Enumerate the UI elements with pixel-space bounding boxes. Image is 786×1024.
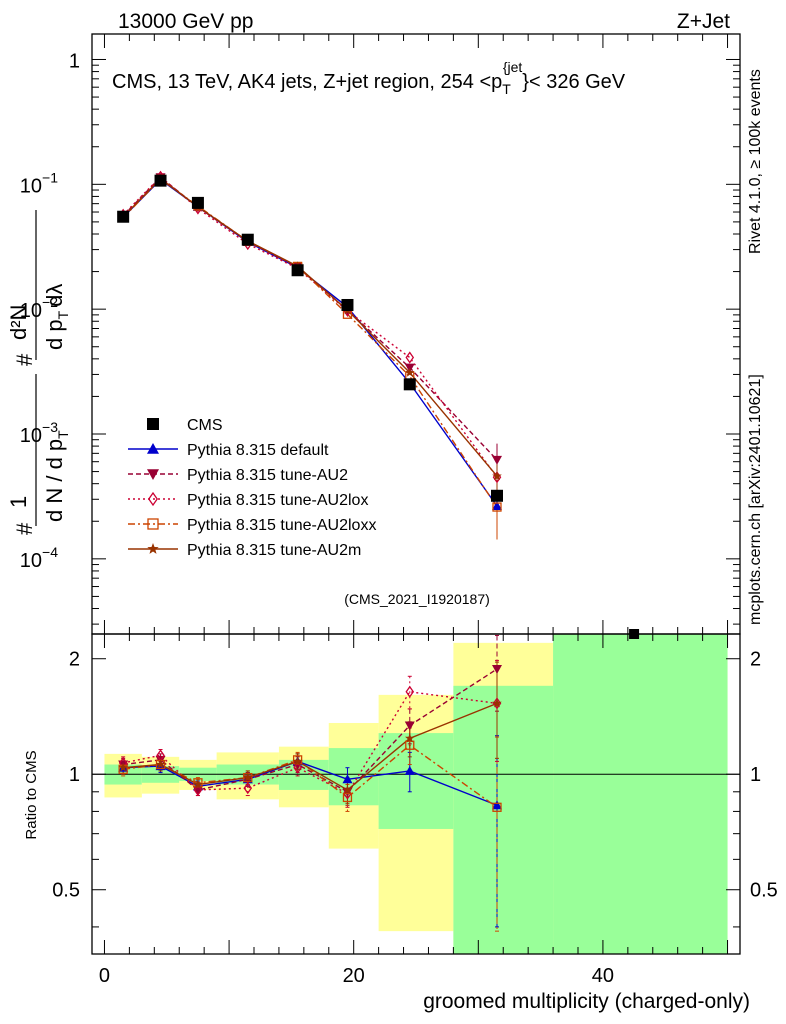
legend-label: Pythia 8.315 tune-AU2lox — [187, 492, 368, 509]
cms-point — [341, 298, 354, 311]
legend-marker — [147, 418, 159, 430]
cms-point — [241, 233, 254, 246]
ratio-point — [193, 779, 203, 789]
ratio-point — [243, 772, 253, 782]
legend-entry-2: Pythia 8.315 tune-AU2 — [128, 467, 348, 484]
series-point — [492, 501, 502, 511]
legend-marker — [148, 491, 158, 507]
legend-entry-1: Pythia 8.315 default — [128, 442, 329, 459]
ratio-point — [405, 740, 415, 750]
axis-ticks — [92, 34, 740, 954]
legend-entry-5: Pythia 8.315 tune-AU2m — [128, 542, 361, 559]
series-point — [405, 351, 415, 364]
x-axis-label: groomed multiplicity (charged-only) — [423, 990, 750, 1013]
series-point — [492, 455, 502, 465]
ratio-point — [342, 792, 353, 803]
ratio-point — [193, 783, 203, 797]
legend-label: CMS — [187, 417, 223, 434]
legend-entry-3: Pythia 8.315 tune-AU2lox — [128, 491, 368, 509]
legend-entry-4: Pythia 8.315 tune-AU2loxx — [128, 517, 376, 534]
y-tick-label: 10−4 — [20, 544, 58, 572]
legend-marker — [147, 443, 159, 454]
ratio-point — [155, 759, 166, 769]
cms-point — [117, 210, 130, 223]
cms-points — [117, 174, 640, 639]
ratio-point — [492, 802, 502, 812]
ratio-point — [404, 765, 415, 775]
svg-text:d²N: d²N — [6, 305, 31, 340]
ratio-frame — [91, 633, 741, 955]
ratio-point — [405, 733, 415, 743]
cms-point — [154, 174, 167, 187]
y-tick-label: 10−1 — [20, 169, 58, 197]
ratio-point — [342, 784, 353, 794]
legend-label: Pythia 8.315 tune-AU2 — [187, 467, 348, 484]
series-point — [492, 471, 502, 481]
ratio-point — [243, 781, 253, 795]
stat-band-bin-8 — [553, 634, 728, 954]
ratio-tick-label-right: 1 — [750, 764, 761, 786]
series-point — [405, 367, 415, 377]
x-tick-label: 40 — [592, 965, 614, 987]
mcplots-label: mcplots.cern.ch [arXiv:2401.10621] — [747, 374, 764, 625]
svg-text:d pTdλ: d pTdλ — [42, 284, 71, 350]
rivet-label: Rivet 4.1.0, ≥ 100k events — [747, 69, 764, 254]
legend-marker — [147, 543, 159, 554]
ratio-point — [342, 774, 353, 784]
cms-point — [491, 489, 503, 502]
y-axis-label: # 1 d N / d pT # d²N d pTdλ — [6, 210, 71, 535]
series-point — [492, 502, 502, 512]
series-line-ratio-2 — [123, 691, 498, 795]
ratio-point — [492, 665, 502, 675]
svg-text:#: # — [12, 522, 37, 535]
ratio-point — [492, 697, 502, 710]
legend-label: Pythia 8.315 default — [187, 442, 329, 459]
svg-text:d N / d pT: d N / d pT — [42, 430, 71, 522]
cms-point — [291, 264, 304, 277]
ratio-y-axis-label: Ratio to CMS — [23, 750, 40, 839]
chart-title: CMS, 13 TeV, AK4 jets, Z+jet region, 254… — [112, 59, 626, 97]
ratio-point — [404, 721, 415, 731]
ratio-point — [118, 762, 128, 772]
ratio-tick-label: 0.5 — [52, 880, 80, 902]
series-line-main-4 — [122, 177, 498, 477]
legend-label: Pythia 8.315 tune-AU2loxx — [187, 517, 376, 534]
series-line-main-1 — [122, 176, 498, 461]
header-right: Z+Jet — [677, 10, 730, 33]
series-line-ratio-1 — [123, 668, 498, 793]
series-line-main-2 — [122, 175, 498, 478]
stat-band-bin-7 — [453, 685, 554, 954]
ratio-tick-label: 2 — [69, 649, 80, 671]
ratio-tick-label-right: 0.5 — [750, 880, 778, 902]
svg-text:#: # — [12, 353, 37, 366]
legend-marker — [147, 469, 159, 480]
series-line-ratio-4 — [123, 702, 498, 791]
legend-entry-0: CMS — [147, 417, 223, 434]
series-line-ratio-3 — [123, 744, 498, 808]
x-tick-label: 0 — [99, 965, 110, 987]
ratio-point — [193, 778, 203, 788]
legend: CMS Pythia 8.315 default Pythia 8.315 tune… — [128, 417, 376, 559]
series-line-ratio-0 — [123, 760, 498, 806]
analysis-id: (CMS_2021_I1920187) — [344, 591, 490, 607]
cms-point — [403, 378, 416, 391]
header-left: 13000 GeV pp — [118, 10, 253, 33]
cms-point — [191, 196, 204, 209]
ratio-point — [292, 756, 303, 766]
ratio-point — [492, 698, 502, 708]
svg-text:1: 1 — [6, 496, 31, 508]
legend-marker — [147, 518, 159, 530]
y-tick-label: 1 — [69, 50, 80, 72]
ratio-point — [492, 800, 502, 810]
ratio-tick-label: 1 — [69, 764, 80, 786]
ratio-point — [405, 685, 415, 698]
series-markers — [117, 170, 640, 812]
ratio-point — [292, 760, 303, 770]
legend-label: Pythia 8.315 tune-AU2m — [187, 542, 361, 559]
ratio-tick-label-right: 2 — [750, 649, 761, 671]
x-tick-label: 20 — [343, 965, 365, 987]
ratio-point — [293, 761, 302, 774]
series-lines — [121, 175, 499, 932]
